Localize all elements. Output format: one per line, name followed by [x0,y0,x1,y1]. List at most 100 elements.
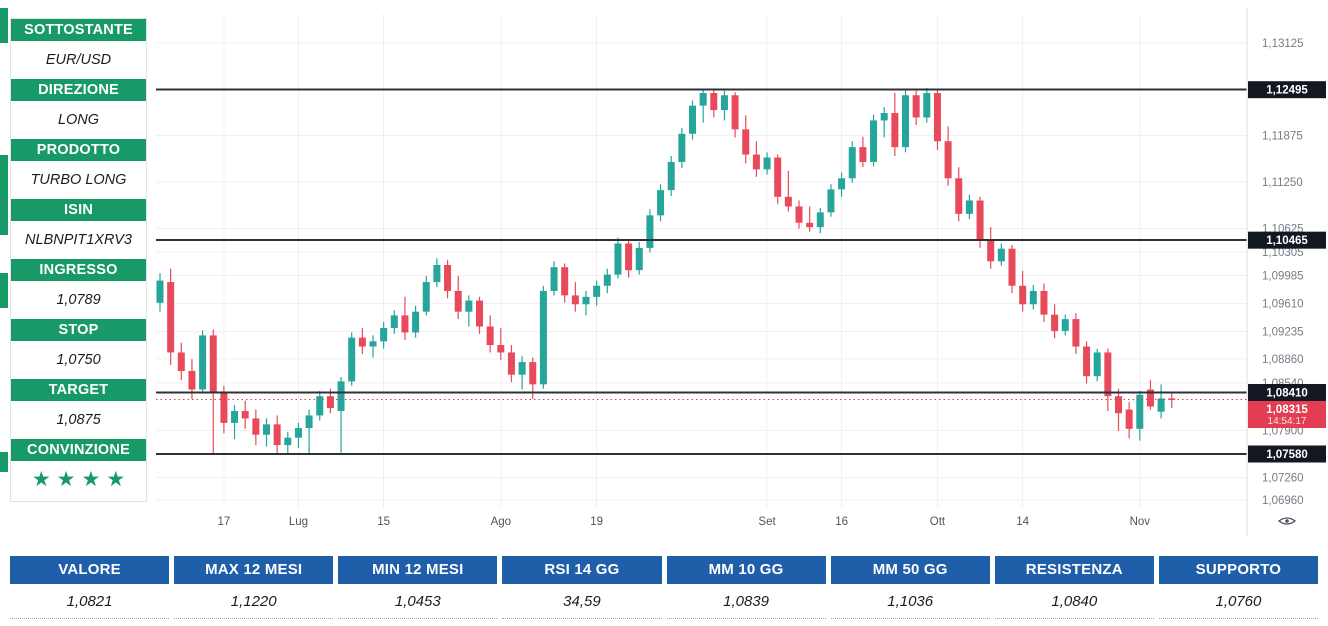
table-value-mm10gg: 1,0839 [666,584,826,619]
candle-down [944,141,952,179]
candle-up [518,362,526,375]
candle-up [997,248,1005,262]
x-axis-label: 14 [1016,516,1029,528]
candle-up [923,93,931,118]
candle-up [848,147,856,179]
candlestick-chart-canvas[interactable]: 1,131251,118751,112501,106251,103051,099… [148,8,1328,548]
candle-up [582,296,590,305]
candle-down [795,206,803,223]
sidebar-value-underlying: EUR/USD [45,52,112,68]
sidebar-label-isin: ISIN [11,199,146,221]
candle-up [763,157,771,170]
time-axis[interactable]: 17 Lug 15 Ago 19 Set 16 Ott 14 Nov [218,516,1151,528]
candle-down [177,352,185,371]
screen-edge-artifact [0,452,8,472]
level-price-label [1248,231,1326,249]
level-price-label [1248,383,1326,401]
candle-down [401,315,409,333]
sidebar-label-convinzione: CONVINZIONE [11,439,146,461]
table-header-mm10gg: MM 10 GG [666,556,826,584]
candle-down [955,178,963,214]
candle-down [188,370,196,390]
level-lines [156,88,1247,455]
table-value-mm50gg: 1,1036 [830,584,990,619]
candle-down [987,240,995,262]
level-price-label-text: 1,10465 [1266,235,1308,247]
candle-up [689,105,696,134]
candle-up [422,282,430,312]
y-axis-tick: 1,08860 [1262,354,1304,366]
y-axis-tick: 1,09985 [1262,271,1304,283]
candle-down [454,290,462,312]
candle-up [827,189,835,213]
table-value-min12mesi: 1,0453 [338,584,498,619]
candle-up [880,113,888,121]
sidebar-value-isin: NLBNPIT1XRV3 [25,232,132,248]
candle-up [838,178,846,190]
candle-down [933,93,941,142]
sidebar-label-stop: STOP [11,319,146,341]
level-price-label-text: 1,12495 [1266,85,1308,97]
candles [156,87,1176,454]
candle-up [263,424,270,435]
level-price-label-text: 1,07580 [1266,449,1308,461]
table-col-valore: VALORE 1,0821 [10,556,170,619]
level-price-label [1248,445,1326,463]
candle-down [1008,248,1016,286]
screen-edge-artifact [0,8,8,43]
current-price-value: 1,08315 [1266,404,1308,416]
x-axis-label: Ott [930,516,946,528]
sidebar-label-direzione: DIREZIONE [11,79,146,101]
y-axis-tick: 1,11250 [1262,177,1303,189]
sidebar-label-ingresso: INGRESSO [11,259,146,281]
eye-icon[interactable] [1277,517,1297,525]
x-axis-label: 17 [218,516,231,528]
candle-up [433,264,441,283]
candle-down [1104,352,1112,397]
table-value-supporto: 1,0760 [1158,584,1318,619]
candle-up [603,274,611,286]
stats-table: VALORE 1,0821 MAX 12 MESI 1,1220 MIN 12 … [10,556,1318,619]
candle-up [550,267,558,291]
candle-down [507,352,515,375]
table-header-valore: VALORE [10,556,170,584]
candle-down [571,295,579,305]
y-axis-tick: 1,07260 [1262,473,1304,485]
candle-down [220,393,228,423]
table-col-rsi14gg: RSI 14 GG 34,59 [502,556,662,619]
current-price-time: 14:54:17 [1268,416,1307,427]
candle-up [348,337,356,382]
candle-up [316,396,324,416]
candle-down [1168,398,1176,401]
candle-up [1136,394,1144,429]
trade-info-sidebar: SOTTOSTANTE EUR/USD DIREZIONE LONG PRODO… [10,18,147,502]
y-axis-tick: 1,11875 [1262,131,1303,143]
sidebar-value-target: 1,0875 [56,412,101,428]
table-value-max12mesi: 1,1220 [174,584,334,619]
candle-down [784,196,792,207]
candle-up [902,95,909,148]
sidebar-value-entry: 1,0789 [56,292,101,308]
x-axis-label: 16 [835,516,848,528]
candle-up [635,247,643,271]
price-axis[interactable]: 1,131251,118751,112501,106251,103051,099… [1248,38,1326,507]
level-price-label [1248,81,1326,99]
y-axis-tick: 1,13125 [1262,38,1304,50]
candle-down [891,113,899,148]
candle-up [965,200,973,214]
table-col-mm50gg: MM 50 GG 1,1036 [830,556,990,619]
candle-up [369,341,377,347]
candle-down [731,95,739,130]
price-chart[interactable]: 1,13125 1,11875 1,11250 1,10625 1,10305 1,099… [148,8,1328,548]
table-header-max12mesi: MAX 12 MESI [174,556,334,584]
sidebar-label-sottostante: SOTTOSTANTE [11,19,146,41]
table-col-min12mesi: MIN 12 MESI 1,0453 [338,556,498,619]
candle-down [859,147,867,162]
candle-down [497,345,505,353]
candle-down [358,337,366,347]
table-header-min12mesi: MIN 12 MESI [338,556,498,584]
candle-up [657,190,665,216]
candle-up [667,161,675,191]
candle-up [816,212,824,228]
candle-up [199,335,207,390]
